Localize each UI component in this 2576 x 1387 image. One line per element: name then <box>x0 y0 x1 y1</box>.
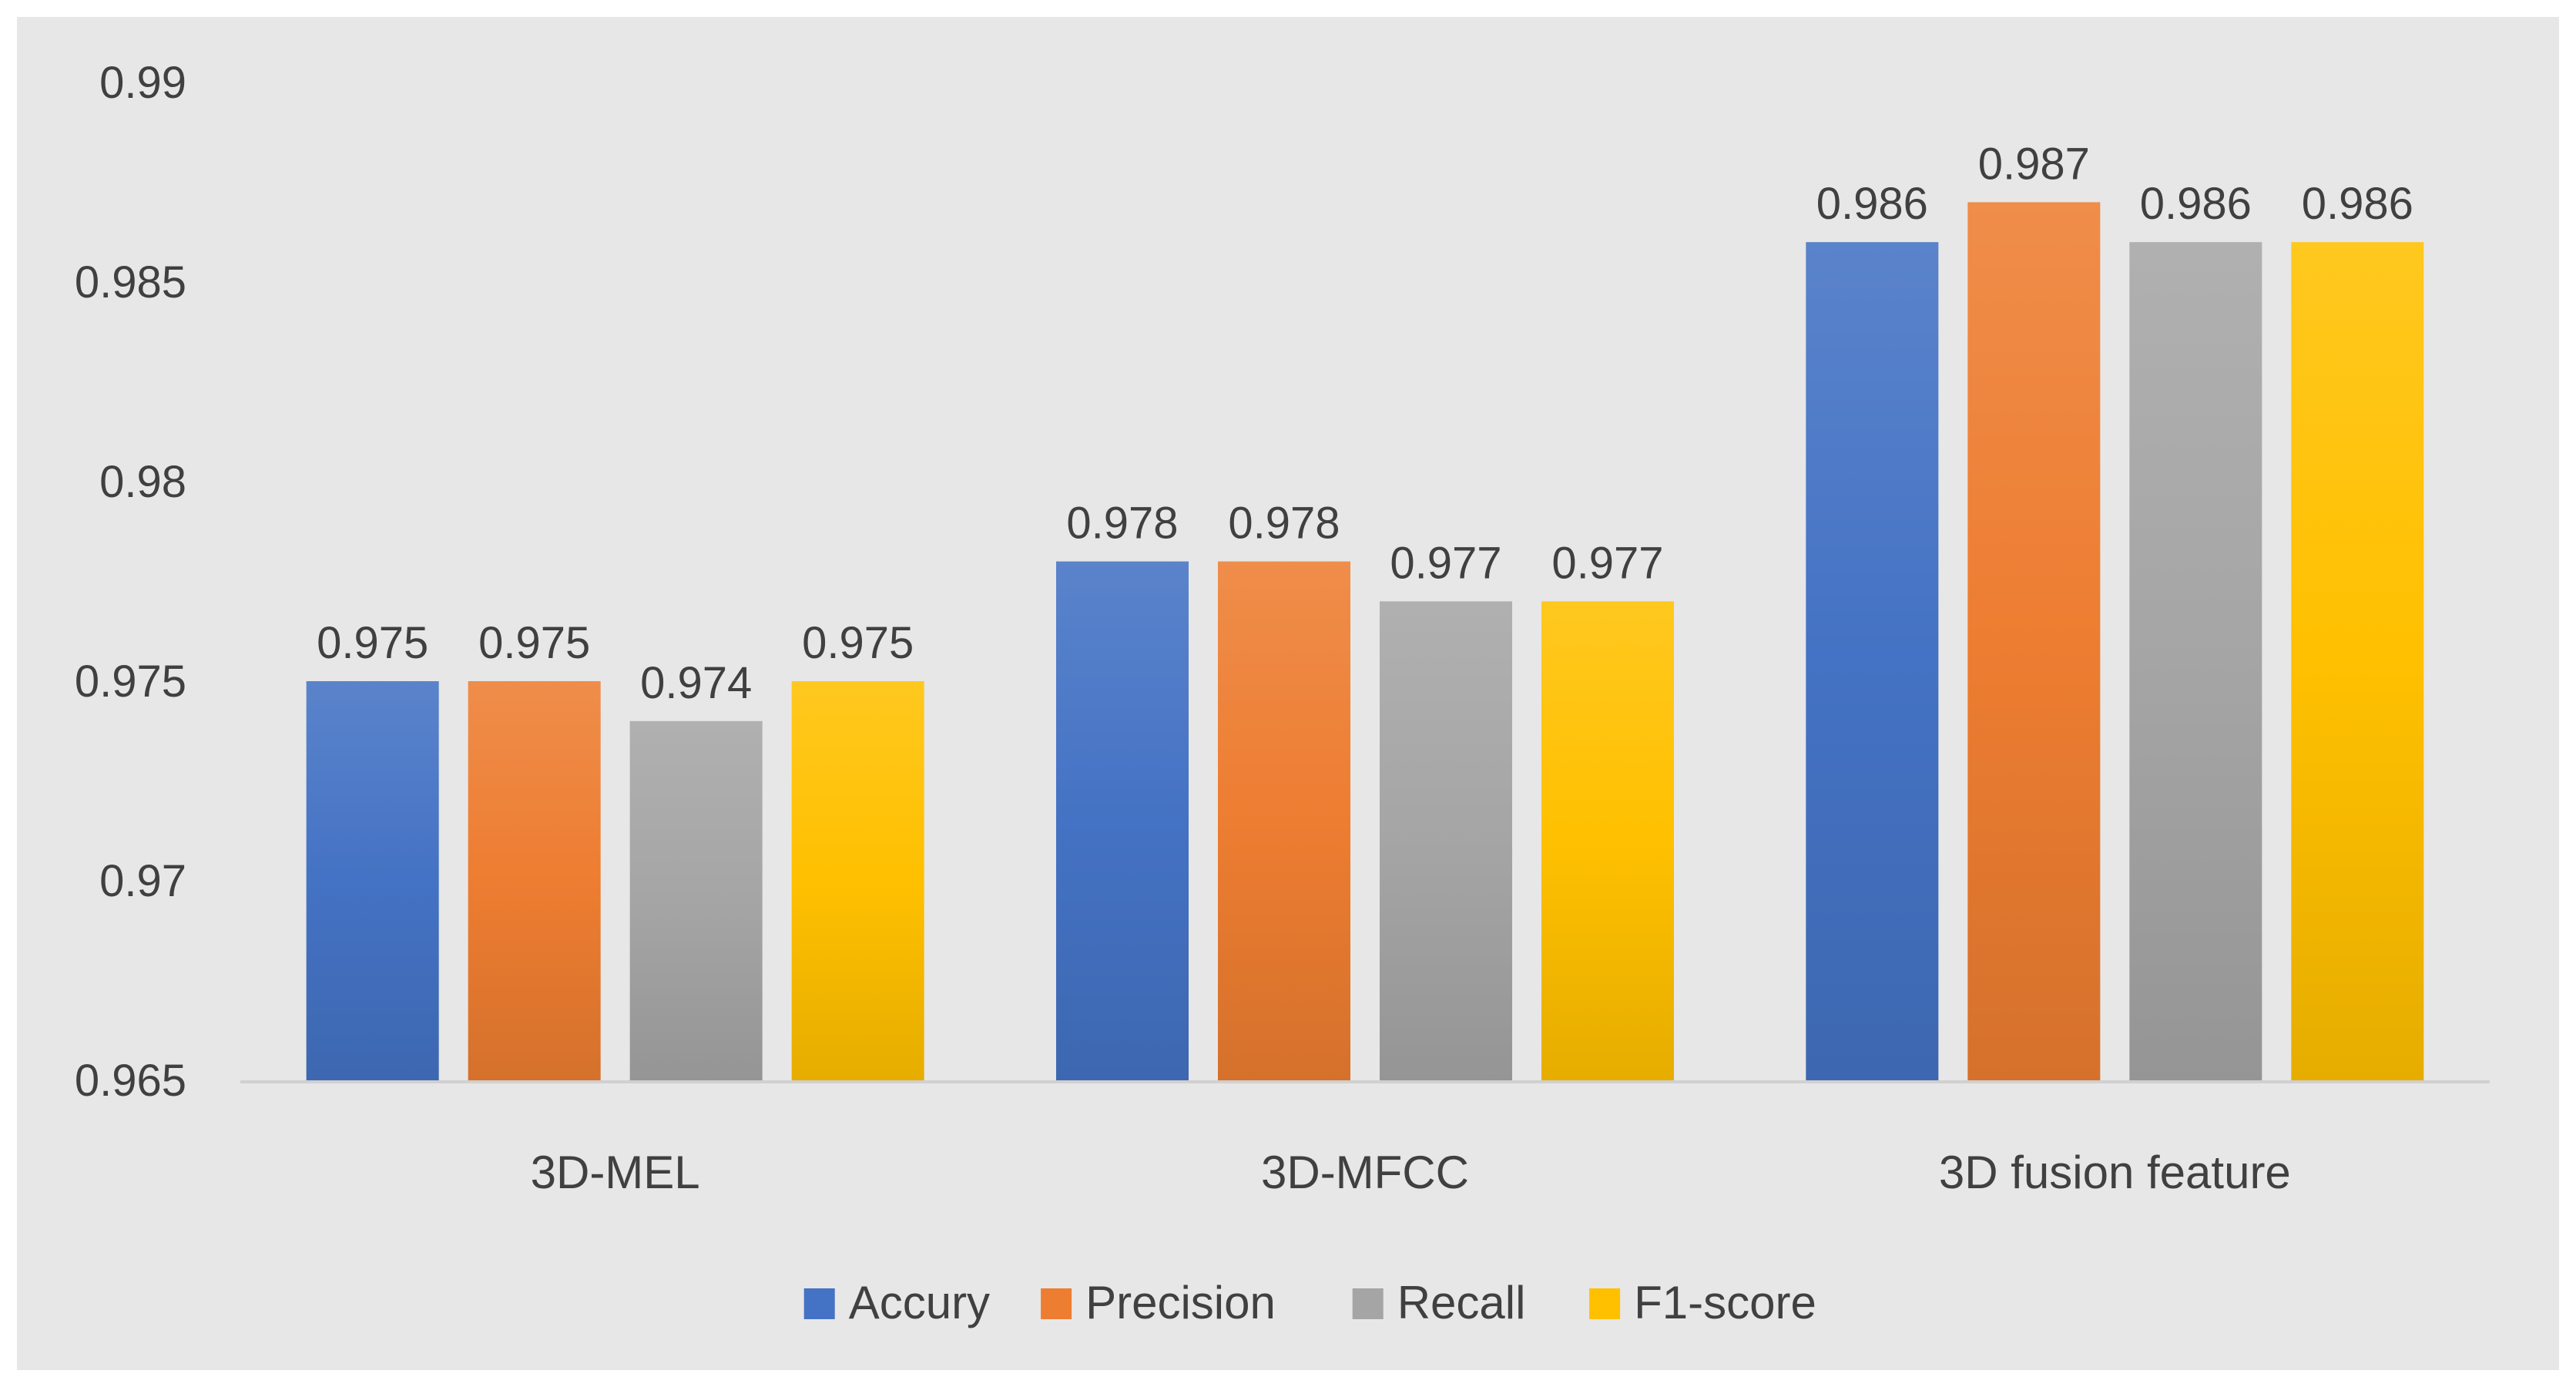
legend-swatch <box>1352 1288 1384 1319</box>
data-label: 0.986 <box>2302 179 2413 229</box>
y-tick-label: 0.985 <box>75 257 186 307</box>
legend-swatch <box>1041 1288 1072 1319</box>
bar-accury-2 <box>1806 242 1939 1081</box>
legend: Accury Precision Recall F1-score <box>803 1277 1816 1328</box>
bars <box>306 202 2424 1081</box>
bar-accury-0 <box>306 681 439 1080</box>
data-label: 0.977 <box>1390 538 1501 588</box>
y-tick-label: 0.97 <box>99 856 186 906</box>
x-axis-categories: 3D-MEL 3D-MFCC 3D fusion feature <box>531 1147 2291 1198</box>
data-label: 0.986 <box>1816 179 1928 229</box>
data-label: 0.975 <box>478 618 590 668</box>
data-label: 0.987 <box>1978 139 2090 189</box>
legend-label: Recall <box>1397 1277 1526 1328</box>
legend-label: Precision <box>1085 1277 1276 1328</box>
data-label: 0.978 <box>1066 499 1178 549</box>
data-label: 0.974 <box>640 658 752 708</box>
bar-recall-1 <box>1380 601 1512 1080</box>
legend-label: Accury <box>849 1277 990 1328</box>
chart-area: 0.965 0.97 0.975 0.98 0.985 0.99 0.975 0.975 0.… <box>17 17 2559 1370</box>
legend-label: F1-score <box>1634 1277 1816 1328</box>
bar-precision-2 <box>1967 202 2101 1080</box>
bar-recall-2 <box>2129 242 2262 1081</box>
bar-f1-score-2 <box>2291 242 2424 1081</box>
data-label: 0.978 <box>1228 499 1340 549</box>
data-label: 0.986 <box>2140 179 2252 229</box>
data-label: 0.977 <box>1551 538 1663 588</box>
bar-precision-1 <box>1218 561 1350 1080</box>
bar-f1-score-0 <box>791 681 924 1080</box>
legend-swatch <box>1589 1288 1621 1319</box>
y-tick-label: 0.99 <box>99 58 186 108</box>
y-tick-label: 0.98 <box>99 457 186 507</box>
x-category-label: 3D fusion feature <box>1939 1147 2291 1198</box>
data-labels: 0.975 0.975 0.974 0.975 0.978 0.978 0.977 0.977… <box>317 139 2413 707</box>
y-tick-label: 0.965 <box>75 1056 186 1106</box>
data-label: 0.975 <box>802 618 914 668</box>
x-category-label: 3D-MFCC <box>1261 1147 1469 1198</box>
bar-precision-0 <box>468 681 601 1080</box>
legend-swatch <box>803 1288 835 1319</box>
y-axis-ticks: 0.965 0.97 0.975 0.98 0.985 0.99 <box>75 58 186 1106</box>
y-tick-label: 0.975 <box>75 657 186 707</box>
bar-f1-score-1 <box>1541 601 1674 1080</box>
bar-recall-0 <box>629 720 763 1080</box>
x-category-label: 3D-MEL <box>531 1147 700 1198</box>
bar-accury-1 <box>1056 561 1189 1080</box>
data-label: 0.975 <box>317 618 428 668</box>
